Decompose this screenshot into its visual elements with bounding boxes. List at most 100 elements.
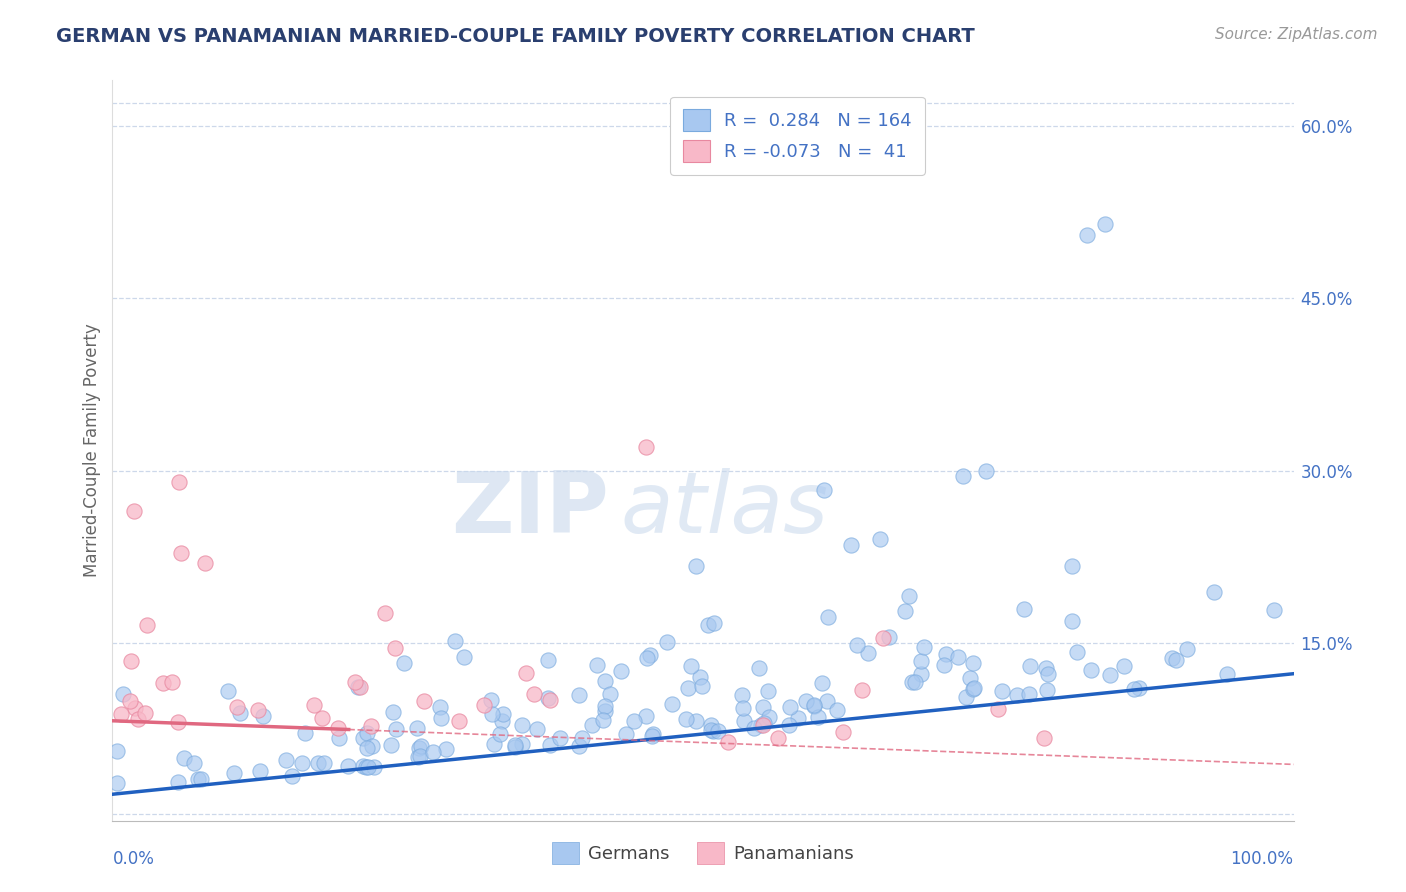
Point — [756, 684, 779, 698]
Point — [869, 533, 891, 547]
Point — [778, 717, 800, 731]
Point — [636, 708, 658, 723]
Point — [987, 702, 1010, 716]
Text: 0.0%: 0.0% — [112, 850, 155, 868]
Point — [276, 753, 298, 767]
Point — [479, 693, 502, 707]
Point — [1066, 644, 1088, 658]
Point — [910, 654, 932, 668]
Point — [702, 723, 724, 738]
Point — [229, 706, 252, 720]
Point — [1033, 731, 1056, 745]
Point — [1175, 642, 1198, 657]
Point — [609, 664, 631, 678]
Point — [356, 760, 378, 774]
Point — [856, 646, 879, 660]
Point — [190, 772, 212, 786]
Point — [599, 687, 621, 701]
Point — [122, 504, 145, 518]
Point — [167, 475, 190, 489]
Point — [946, 649, 969, 664]
Point — [167, 714, 190, 729]
Point — [568, 739, 591, 753]
Point — [492, 707, 515, 722]
Point — [363, 759, 385, 773]
Point — [1080, 663, 1102, 677]
Point — [152, 676, 174, 690]
Point — [990, 683, 1012, 698]
Point — [503, 738, 526, 752]
Point — [1263, 603, 1285, 617]
Point — [696, 618, 718, 632]
Point — [571, 731, 593, 746]
Point — [381, 705, 404, 719]
Point — [815, 694, 838, 708]
Point — [434, 741, 457, 756]
Point — [110, 706, 132, 721]
Point — [787, 711, 810, 725]
Point — [685, 559, 707, 574]
Point — [515, 665, 537, 680]
Point — [105, 743, 128, 757]
Point — [1062, 558, 1084, 573]
Point — [352, 759, 374, 773]
Point — [134, 706, 156, 720]
Point — [752, 717, 775, 731]
Point — [1123, 682, 1146, 697]
Point — [523, 687, 546, 701]
Point — [955, 690, 977, 704]
Point — [766, 731, 789, 746]
Point — [623, 714, 645, 728]
Point — [758, 710, 780, 724]
Point — [731, 688, 754, 702]
Point — [676, 681, 699, 695]
Point — [120, 694, 142, 708]
Point — [349, 680, 371, 694]
Point — [170, 546, 193, 560]
Point — [952, 469, 974, 483]
Point — [352, 731, 374, 745]
Point — [897, 589, 920, 603]
Point — [1035, 660, 1057, 674]
Point — [1036, 683, 1059, 698]
Y-axis label: Married-Couple Family Poverty: Married-Couple Family Poverty — [83, 324, 101, 577]
Point — [472, 698, 495, 713]
Point — [1098, 668, 1121, 682]
Point — [343, 675, 366, 690]
Point — [249, 764, 271, 779]
Point — [1215, 666, 1237, 681]
Point — [307, 756, 329, 770]
Point — [661, 697, 683, 711]
Point — [962, 682, 984, 697]
Point — [135, 618, 157, 632]
Point — [194, 556, 217, 570]
Point — [537, 653, 560, 667]
Point — [503, 739, 526, 754]
Point — [120, 654, 142, 668]
Point — [356, 726, 378, 740]
Point — [877, 630, 900, 644]
Point — [813, 483, 835, 497]
Point — [328, 731, 350, 745]
Point — [689, 669, 711, 683]
Point — [748, 661, 770, 675]
Point — [839, 538, 862, 552]
Point — [935, 648, 957, 662]
Point — [638, 648, 661, 663]
Point — [962, 656, 984, 670]
Point — [453, 649, 475, 664]
Point — [1076, 228, 1098, 243]
Text: atlas: atlas — [620, 468, 828, 551]
Point — [105, 775, 128, 789]
Point — [699, 723, 721, 737]
Point — [510, 717, 533, 731]
Point — [1005, 689, 1028, 703]
Point — [717, 735, 740, 749]
Point — [1112, 659, 1135, 673]
Point — [636, 440, 658, 454]
Point — [173, 750, 195, 764]
Point — [538, 738, 561, 752]
Text: 100.0%: 100.0% — [1230, 850, 1294, 868]
Point — [851, 683, 873, 698]
Point — [409, 749, 432, 764]
